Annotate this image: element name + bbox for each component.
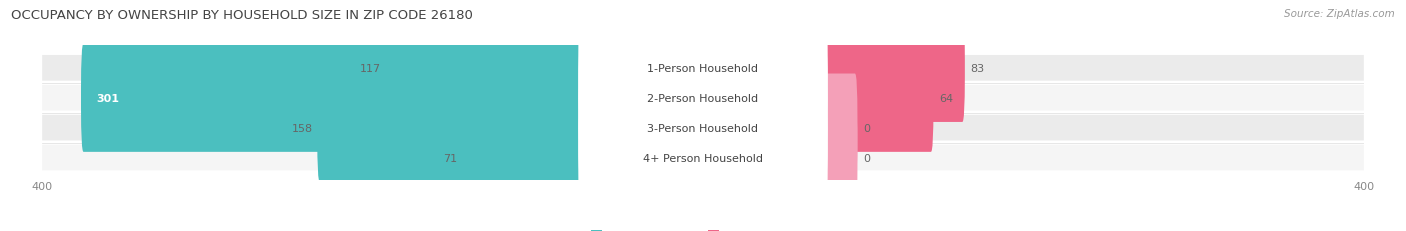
FancyBboxPatch shape bbox=[578, 15, 828, 122]
FancyBboxPatch shape bbox=[823, 44, 934, 152]
FancyBboxPatch shape bbox=[461, 104, 583, 212]
Text: 117: 117 bbox=[360, 64, 381, 73]
Text: Source: ZipAtlas.com: Source: ZipAtlas.com bbox=[1284, 9, 1395, 19]
Text: 1-Person Household: 1-Person Household bbox=[648, 64, 758, 73]
FancyBboxPatch shape bbox=[823, 74, 858, 182]
FancyBboxPatch shape bbox=[578, 74, 828, 182]
Text: 83: 83 bbox=[970, 64, 984, 73]
FancyBboxPatch shape bbox=[318, 74, 583, 182]
FancyBboxPatch shape bbox=[385, 15, 583, 122]
Text: 64: 64 bbox=[939, 93, 953, 103]
Text: 4+ Person Household: 4+ Person Household bbox=[643, 153, 763, 163]
Text: OCCUPANCY BY OWNERSHIP BY HOUSEHOLD SIZE IN ZIP CODE 26180: OCCUPANCY BY OWNERSHIP BY HOUSEHOLD SIZE… bbox=[11, 9, 474, 22]
FancyBboxPatch shape bbox=[823, 104, 858, 212]
FancyBboxPatch shape bbox=[42, 85, 1364, 111]
FancyBboxPatch shape bbox=[42, 145, 1364, 171]
Text: 0: 0 bbox=[863, 123, 870, 133]
FancyBboxPatch shape bbox=[823, 15, 965, 122]
Text: 3-Person Household: 3-Person Household bbox=[648, 123, 758, 133]
FancyBboxPatch shape bbox=[42, 56, 1364, 81]
FancyBboxPatch shape bbox=[578, 44, 828, 152]
Text: 71: 71 bbox=[443, 153, 457, 163]
Text: 0: 0 bbox=[863, 153, 870, 163]
Text: 301: 301 bbox=[97, 93, 120, 103]
Legend: Owner-occupied, Renter-occupied: Owner-occupied, Renter-occupied bbox=[586, 225, 820, 231]
Text: 158: 158 bbox=[292, 123, 314, 133]
Text: 2-Person Household: 2-Person Household bbox=[647, 93, 759, 103]
FancyBboxPatch shape bbox=[578, 104, 828, 212]
FancyBboxPatch shape bbox=[42, 115, 1364, 141]
FancyBboxPatch shape bbox=[82, 44, 583, 152]
